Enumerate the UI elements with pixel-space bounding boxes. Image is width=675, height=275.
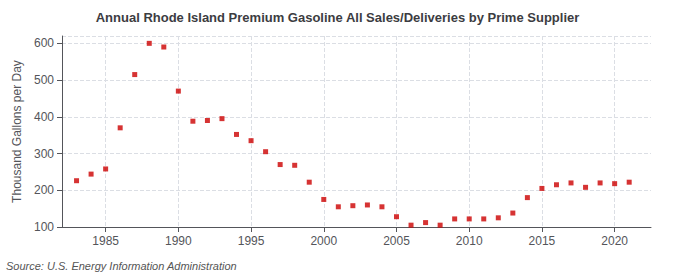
svg-text:200: 200 xyxy=(34,183,54,197)
svg-text:400: 400 xyxy=(34,110,54,124)
svg-text:100: 100 xyxy=(34,220,54,234)
svg-text:1990: 1990 xyxy=(165,234,192,248)
svg-text:1995: 1995 xyxy=(238,234,265,248)
svg-text:Source: U.S. Energy Informatio: Source: U.S. Energy Information Administ… xyxy=(6,260,237,272)
svg-text:Thousand Gallons per Day: Thousand Gallons per Day xyxy=(10,60,24,203)
svg-text:2010: 2010 xyxy=(456,234,483,248)
svg-text:600: 600 xyxy=(34,36,54,50)
svg-text:2000: 2000 xyxy=(310,234,337,248)
svg-text:500: 500 xyxy=(34,73,54,87)
svg-text:Annual Rhode Island Premium Ga: Annual Rhode Island Premium Gasoline All… xyxy=(96,10,580,25)
svg-text:2015: 2015 xyxy=(529,234,556,248)
svg-text:2020: 2020 xyxy=(601,234,628,248)
svg-text:1985: 1985 xyxy=(92,234,119,248)
svg-text:2005: 2005 xyxy=(383,234,410,248)
svg-text:300: 300 xyxy=(34,147,54,161)
